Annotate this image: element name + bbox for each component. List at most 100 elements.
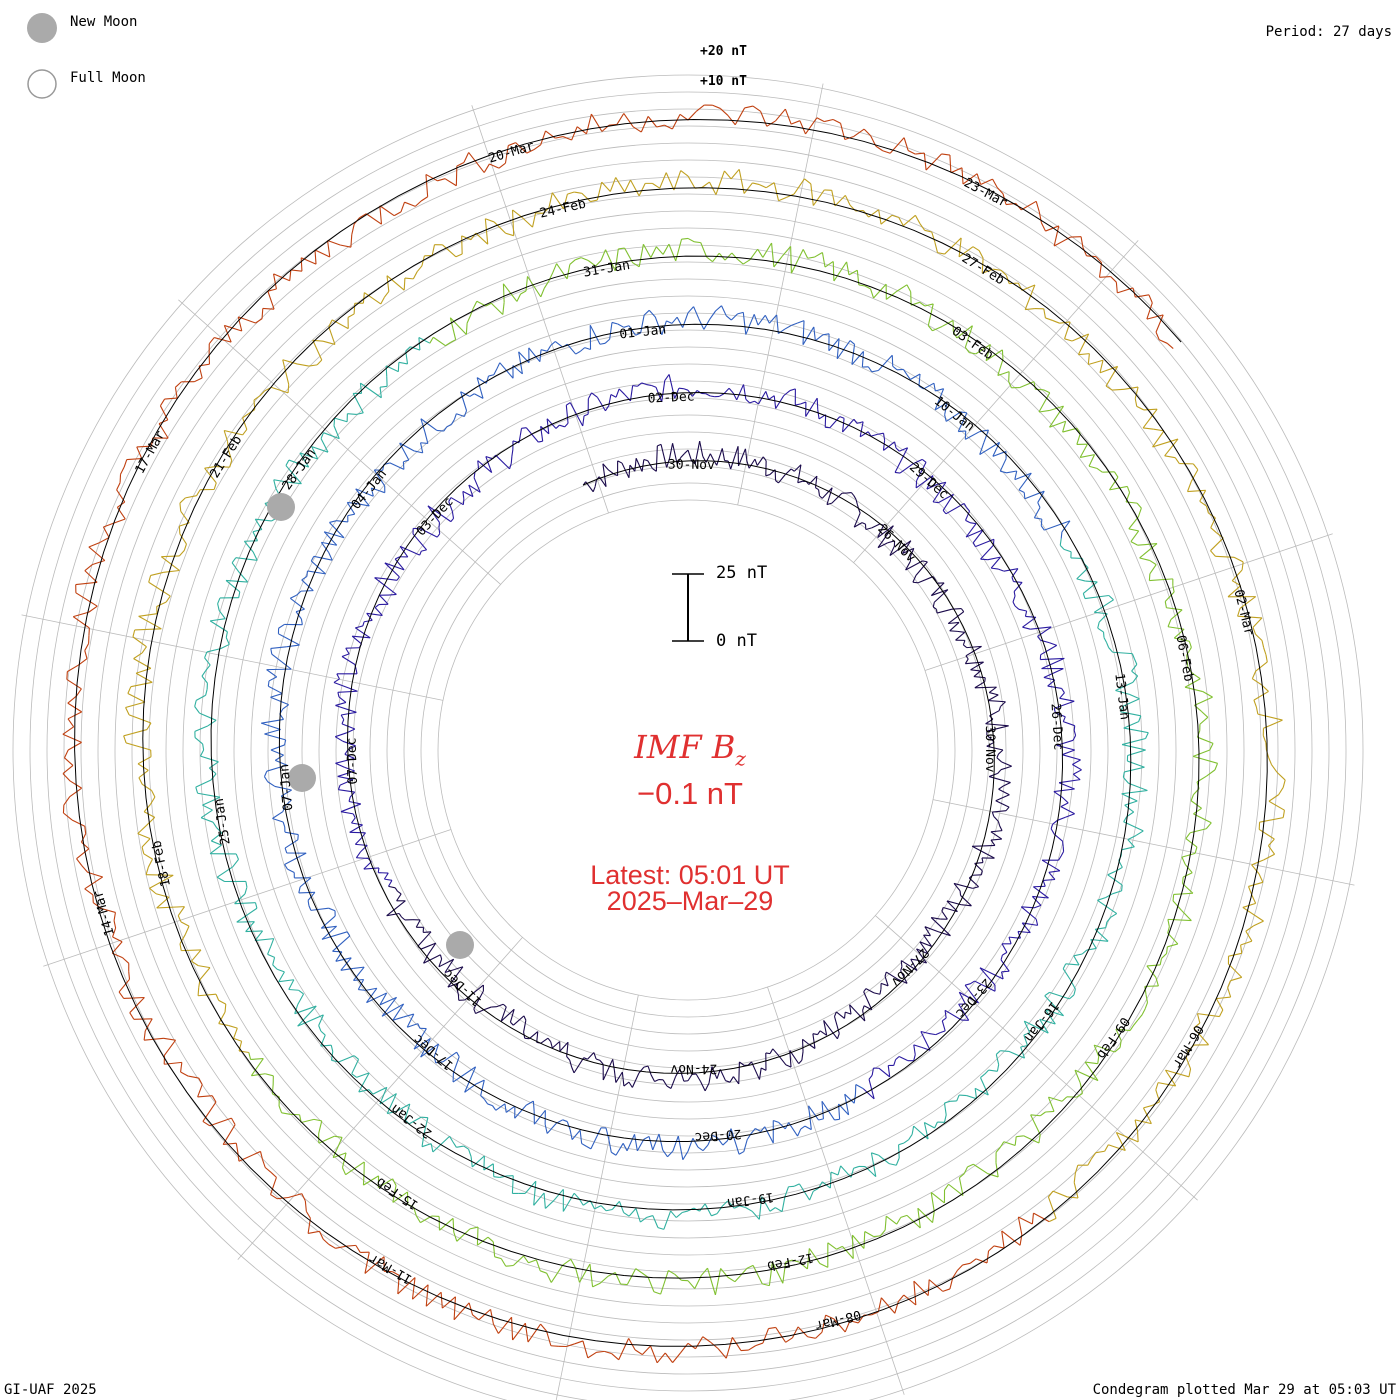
trace-segment bbox=[468, 484, 474, 497]
trace-segment bbox=[554, 341, 564, 348]
trace-segment bbox=[1117, 287, 1134, 294]
trace-segment bbox=[474, 393, 484, 399]
trace-segment bbox=[141, 783, 152, 791]
trace-segment bbox=[450, 497, 464, 506]
trace-segment bbox=[1251, 859, 1264, 866]
trace-segment bbox=[177, 906, 185, 916]
trace-segment bbox=[887, 1065, 891, 1077]
trace-segment bbox=[1109, 476, 1119, 491]
trace-segment bbox=[320, 1044, 332, 1047]
trace-segment bbox=[191, 949, 202, 962]
grid-ring bbox=[12, 74, 1364, 1400]
trace-segment bbox=[1001, 970, 1010, 973]
trace-segment bbox=[1099, 276, 1111, 278]
trace-segment bbox=[960, 608, 965, 613]
trace-segment bbox=[791, 322, 798, 326]
trace-segment bbox=[975, 1258, 988, 1264]
trace-segment bbox=[179, 503, 182, 512]
trace-segment bbox=[196, 489, 201, 496]
trace-segment bbox=[229, 460, 233, 468]
trace-segment bbox=[991, 811, 995, 817]
trace-segment bbox=[387, 1110, 397, 1115]
trace-segment bbox=[871, 523, 881, 529]
trace-segment bbox=[992, 810, 1007, 813]
trace-segment bbox=[270, 749, 284, 756]
trace-segment bbox=[463, 1145, 469, 1150]
trace-segment bbox=[366, 612, 383, 617]
trace-segment bbox=[500, 1258, 507, 1267]
trace-segment bbox=[1126, 811, 1135, 818]
trace-segment bbox=[88, 546, 106, 561]
trace-segment bbox=[340, 803, 362, 813]
trace-segment bbox=[368, 1089, 374, 1095]
trace-segment bbox=[748, 1345, 756, 1351]
trace-segment bbox=[776, 314, 779, 334]
trace-segment bbox=[1079, 443, 1088, 458]
trace-segment bbox=[965, 510, 971, 521]
trace-segment bbox=[355, 843, 368, 846]
trace-segment bbox=[251, 1073, 266, 1077]
trace-segment bbox=[996, 187, 1004, 195]
trace-segment bbox=[527, 1323, 542, 1343]
trace-segment bbox=[1276, 771, 1286, 781]
trace-segment bbox=[242, 429, 248, 436]
trace-segment bbox=[958, 237, 962, 257]
trace-segment bbox=[1060, 851, 1065, 857]
trace-segment bbox=[1041, 859, 1061, 872]
grid-spoke bbox=[875, 915, 1198, 1201]
trace-segment bbox=[920, 1031, 931, 1051]
trace-segment bbox=[118, 991, 125, 999]
trace-segment bbox=[111, 941, 123, 954]
trace-segment bbox=[704, 1203, 712, 1217]
trace-segment bbox=[1018, 1216, 1033, 1225]
trace-segment bbox=[450, 419, 455, 425]
trace-segment bbox=[540, 349, 548, 352]
trace-segment bbox=[331, 319, 349, 330]
trace-segment bbox=[199, 967, 211, 981]
trace-segment bbox=[1072, 764, 1082, 771]
latest-time: Latest: 05:01 UT bbox=[590, 860, 790, 890]
trace-segment bbox=[1060, 531, 1063, 539]
trace-segment bbox=[490, 302, 504, 315]
grid-spoke bbox=[471, 105, 609, 514]
trace-segment bbox=[475, 232, 489, 245]
trace-segment bbox=[381, 1003, 404, 1017]
trace-segment bbox=[1023, 492, 1026, 499]
trace-segment bbox=[808, 1248, 821, 1264]
trace-segment bbox=[527, 276, 542, 298]
trace-segment bbox=[1128, 782, 1148, 792]
trace-segment bbox=[775, 1327, 787, 1343]
trace-segment bbox=[150, 796, 156, 805]
trace-segment bbox=[784, 468, 792, 475]
trace-segment bbox=[790, 249, 804, 274]
trace-segment bbox=[646, 383, 652, 386]
trace-segment bbox=[1155, 1082, 1159, 1091]
trace-segment bbox=[749, 400, 755, 404]
trace-segment bbox=[442, 1051, 457, 1063]
trace-segment bbox=[266, 764, 287, 772]
trace-segment bbox=[995, 1050, 1001, 1055]
trace-segment bbox=[851, 350, 864, 365]
trace-segment bbox=[924, 1121, 935, 1129]
trace-segment bbox=[778, 196, 787, 202]
trace-segment bbox=[511, 1317, 514, 1341]
trace-segment bbox=[267, 946, 272, 955]
trace-segment bbox=[1045, 317, 1053, 321]
trace-segment bbox=[676, 316, 684, 328]
trace-segment bbox=[853, 128, 865, 137]
trace-segment bbox=[995, 797, 1003, 802]
trace-segment bbox=[870, 1152, 877, 1177]
trace-segment bbox=[959, 1173, 965, 1179]
trace-segment bbox=[998, 706, 1002, 711]
trace-segment bbox=[1128, 693, 1140, 700]
trace-segment bbox=[910, 958, 918, 961]
trace-segment bbox=[679, 1342, 689, 1354]
trace-segment bbox=[831, 492, 843, 504]
trace-segment bbox=[562, 1119, 568, 1123]
trace-segment bbox=[550, 1265, 564, 1283]
trace-segment bbox=[455, 253, 463, 258]
trace-segment bbox=[345, 647, 350, 655]
trace-segment bbox=[931, 589, 949, 597]
trace-segment bbox=[895, 1056, 900, 1061]
trace-segment bbox=[552, 263, 558, 274]
